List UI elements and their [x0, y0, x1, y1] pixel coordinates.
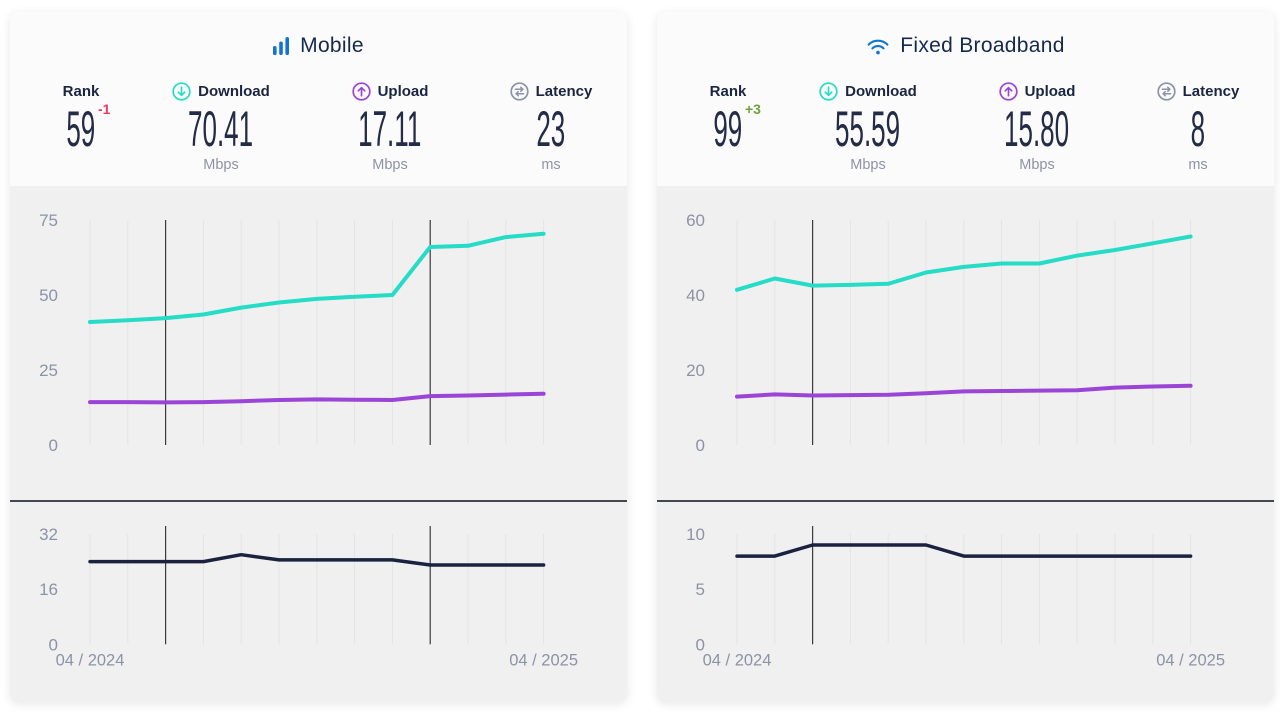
fixed-panel-header: Fixed Broadband Rank 99 +3: [657, 12, 1274, 186]
mobile-panel-header: Mobile Rank 59 -1: [10, 12, 627, 186]
stat-label: Latency: [1182, 82, 1240, 100]
latency-value: 8: [1190, 101, 1206, 157]
mobile-stats-row: Rank 59 -1 Download 70.41: [10, 81, 627, 174]
fixed-broadband-panel: Fixed Broadband Rank 99 +3: [657, 12, 1274, 702]
fixed-stats-row: Rank 99 +3 Download 55.59: [657, 81, 1274, 174]
stat-label: Upload: [1024, 82, 1076, 100]
rank-change-badge: +3: [745, 101, 761, 117]
stat-label: Download: [845, 82, 917, 100]
y-axis-tick: 0: [696, 436, 705, 455]
upload-line: [88, 391, 546, 405]
x-axis-label-start: 04 / 2024: [56, 651, 125, 669]
download-value: 70.41: [188, 101, 254, 157]
upload-arrow-icon: [998, 81, 1018, 101]
fixed-title-row: Fixed Broadband: [657, 31, 1274, 61]
stat-upload: Upload 15.80 Mbps: [949, 81, 1125, 174]
upload-arrow-icon: [351, 81, 371, 101]
stat-label: Upload: [377, 82, 429, 100]
download-line: [735, 234, 1193, 292]
wifi-icon: [867, 39, 889, 55]
upload-line: [735, 383, 1193, 399]
latency-icon: [1156, 81, 1176, 101]
download-arrow-icon: [172, 81, 191, 101]
y-axis-tick: 0: [49, 436, 58, 455]
x-axis-label-end: 04 / 2025: [509, 651, 578, 669]
stat-unit: Mbps: [372, 157, 408, 173]
stat-latency: Latency 23 ms: [478, 81, 624, 174]
stat-unit: Mbps: [203, 157, 239, 173]
fixed-latency-chart[interactable]: 10 5 004 / 2024 04 / 2025: [657, 502, 1274, 702]
y-axis-tick: 0: [49, 635, 58, 654]
mobile-latency-chart[interactable]: 32 16 004 / 2024 04 / 2025: [10, 502, 627, 702]
stat-unit: [22, 157, 140, 174]
latency-value: 23: [536, 101, 566, 157]
stat-upload: Upload 17.11 Mbps: [302, 81, 478, 174]
rank-value: 59: [66, 101, 96, 157]
latency-line: [735, 543, 1193, 558]
mobile-bars-icon: [273, 37, 290, 55]
mobile-title-row: Mobile: [10, 31, 627, 61]
y-axis-tick: 75: [39, 211, 58, 230]
stat-label: Download: [198, 82, 270, 100]
y-axis-tick: 32: [39, 525, 58, 544]
x-axis-label-start: 04 / 2024: [703, 651, 772, 669]
stat-label: Rank: [709, 82, 747, 100]
stat-latency: Latency 8 ms: [1125, 81, 1271, 174]
stat-unit: Mbps: [850, 157, 886, 173]
stat-unit: ms: [1188, 157, 1208, 173]
chart-divider: [657, 500, 1274, 502]
download-arrow-icon: [819, 81, 838, 101]
mobile-charts: 75 50 25 0 32 16 0 04 / 2024 04 / 2025: [10, 186, 627, 702]
y-axis-tick: 60: [686, 211, 705, 230]
fixed-speed-chart[interactable]: 60 40 20 0: [657, 186, 1274, 500]
rank-change-badge: -1: [98, 101, 111, 117]
y-axis-tick: 20: [686, 361, 705, 380]
stat-unit: Mbps: [1019, 157, 1055, 173]
stat-rank: Rank 59 -1: [22, 81, 140, 174]
panel-title: Fixed Broadband: [900, 34, 1065, 57]
y-axis-tick: 40: [686, 286, 705, 305]
stat-download: Download 55.59 Mbps: [787, 81, 949, 174]
y-axis-tick: 10: [686, 525, 705, 544]
stat-download: Download 70.41 Mbps: [140, 81, 302, 174]
download-line: [88, 231, 546, 324]
stat-unit: [669, 157, 787, 174]
y-axis-tick: 0: [696, 635, 705, 654]
y-axis-tick: 50: [39, 286, 58, 305]
upload-value: 17.11: [358, 101, 422, 157]
download-value: 55.59: [835, 101, 901, 157]
x-axis-label-end: 04 / 2025: [1156, 651, 1225, 669]
y-axis-tick: 16: [39, 580, 58, 599]
speedtest-dashboard: Mobile Rank 59 -1: [10, 12, 1274, 702]
y-axis-tick: 5: [696, 580, 705, 599]
panel-title: Mobile: [300, 34, 364, 57]
mobile-speed-chart[interactable]: 75 50 25 0: [10, 186, 627, 500]
stat-unit: ms: [541, 157, 561, 173]
latency-line: [88, 552, 546, 567]
y-axis-tick: 25: [39, 361, 58, 380]
fixed-charts: 60 40 20 0 10 5 0 04 / 2024 04 / 2025: [657, 186, 1274, 702]
upload-value: 15.80: [1004, 101, 1070, 157]
latency-icon: [509, 81, 529, 101]
stat-label: Latency: [535, 82, 593, 100]
rank-value: 99: [713, 101, 743, 157]
stat-rank: Rank 99 +3: [669, 81, 787, 174]
chart-divider: [10, 500, 627, 502]
stat-label: Rank: [62, 82, 100, 100]
mobile-panel: Mobile Rank 59 -1: [10, 12, 627, 702]
